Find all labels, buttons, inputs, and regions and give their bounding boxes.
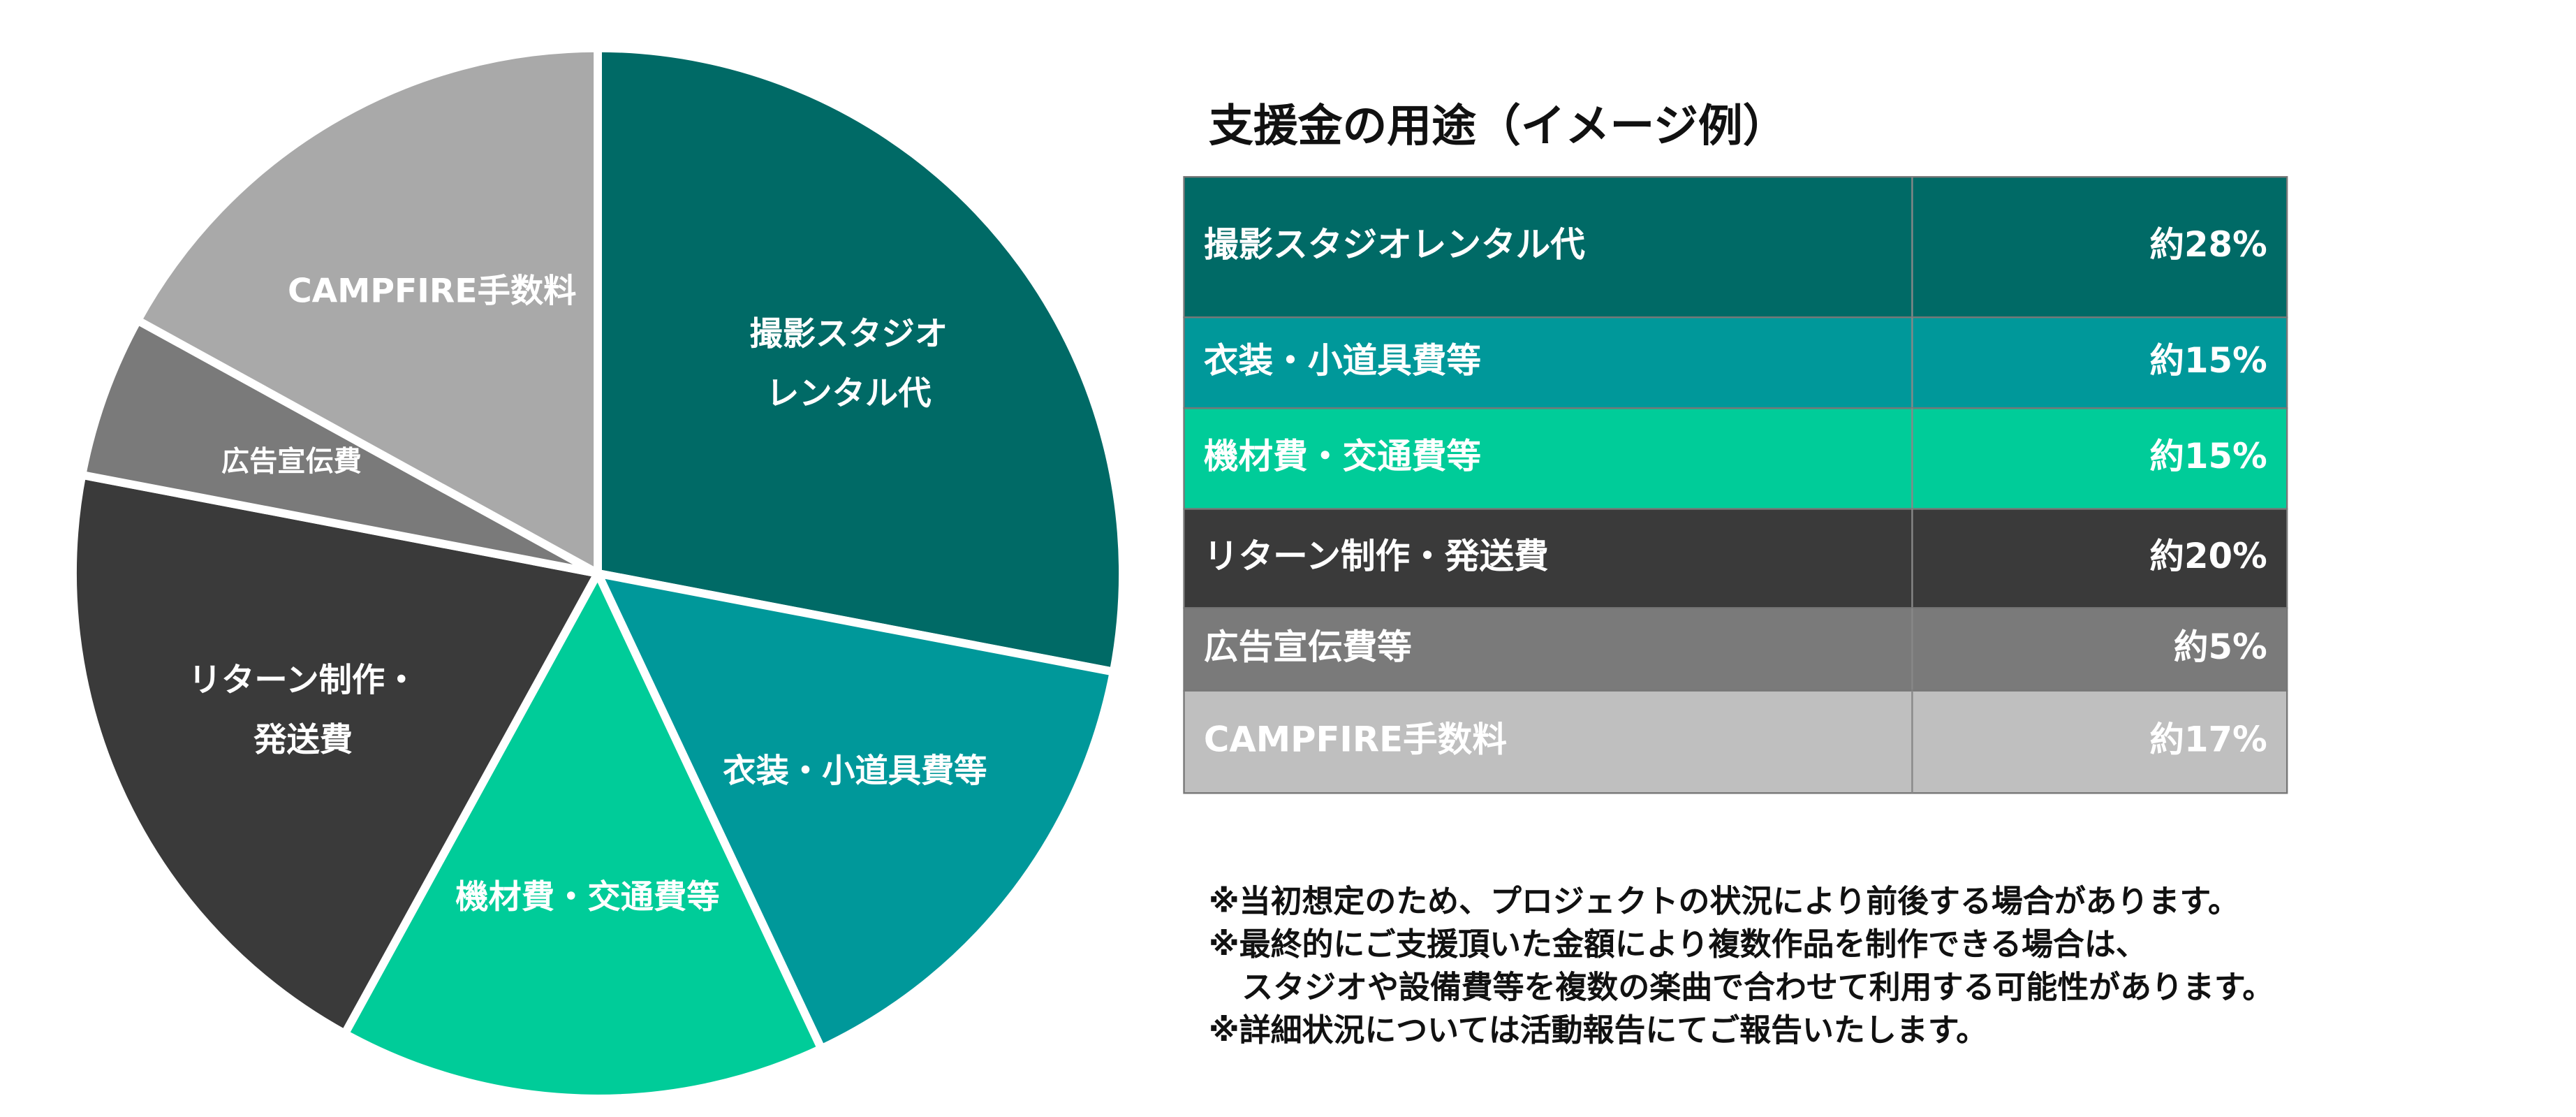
- table-value: 約28%: [2149, 224, 2267, 265]
- pie-slice: [78, 316, 602, 578]
- slice-label: 広告宣伝費: [221, 446, 362, 478]
- table-value: 約20%: [2149, 536, 2267, 576]
- slice-label: CAMPFIRE手数料: [288, 272, 576, 310]
- table-row: [1183, 508, 2288, 609]
- slice-label: レンタル代: [766, 374, 931, 413]
- table-row: [1183, 689, 2288, 794]
- note: スタジオや設備費等を複数の楽曲で合わせて利用する可能性があります。: [1242, 969, 2274, 1006]
- table-row: [1183, 176, 2288, 319]
- table-value: 約15%: [2149, 436, 2267, 476]
- slice-label: 衣装・小道具費等: [723, 752, 987, 791]
- table-category: 撮影スタジオレンタル代: [1204, 224, 1585, 265]
- table-value: 約5%: [2174, 627, 2267, 667]
- table-row: [1183, 407, 2288, 510]
- table-value: 約17%: [2149, 719, 2267, 759]
- table-row: [1183, 316, 2288, 409]
- pie-slice: [594, 569, 1118, 1053]
- pie-slice: [594, 43, 1127, 676]
- table-category: 機材費・交通費等: [1204, 436, 1481, 476]
- table-category: 衣装・小道具費等: [1204, 340, 1481, 381]
- note: ※最終的にご支援頂いた金額により複数作品を制作できる場合は、: [1209, 926, 2147, 963]
- pie-slice: [133, 43, 602, 578]
- slice-label: 機材費・交通費等: [455, 878, 719, 917]
- chart-title: 支援金の用途（イメージ例）: [1209, 101, 1787, 152]
- slice-label: 発送費: [253, 721, 353, 759]
- table-value: 約15%: [2149, 340, 2267, 381]
- note: ※当初想定のため、プロジェクトの状況により前後する場合があります。: [1209, 883, 2239, 920]
- slice-label: 撮影スタジオ: [749, 315, 948, 353]
- pie-slice: [340, 569, 826, 1103]
- note: ※詳細状況については活動報告にてご報告いたします。: [1209, 1012, 1987, 1049]
- table-category: CAMPFIRE手数料: [1204, 719, 1507, 759]
- pie-slice: [68, 470, 602, 1038]
- table-category: 広告宣伝費等: [1204, 627, 1412, 667]
- table-category: リターン制作・発送費: [1204, 536, 1549, 576]
- table-row: [1183, 607, 2288, 692]
- slice-label: リターン制作・: [189, 662, 418, 700]
